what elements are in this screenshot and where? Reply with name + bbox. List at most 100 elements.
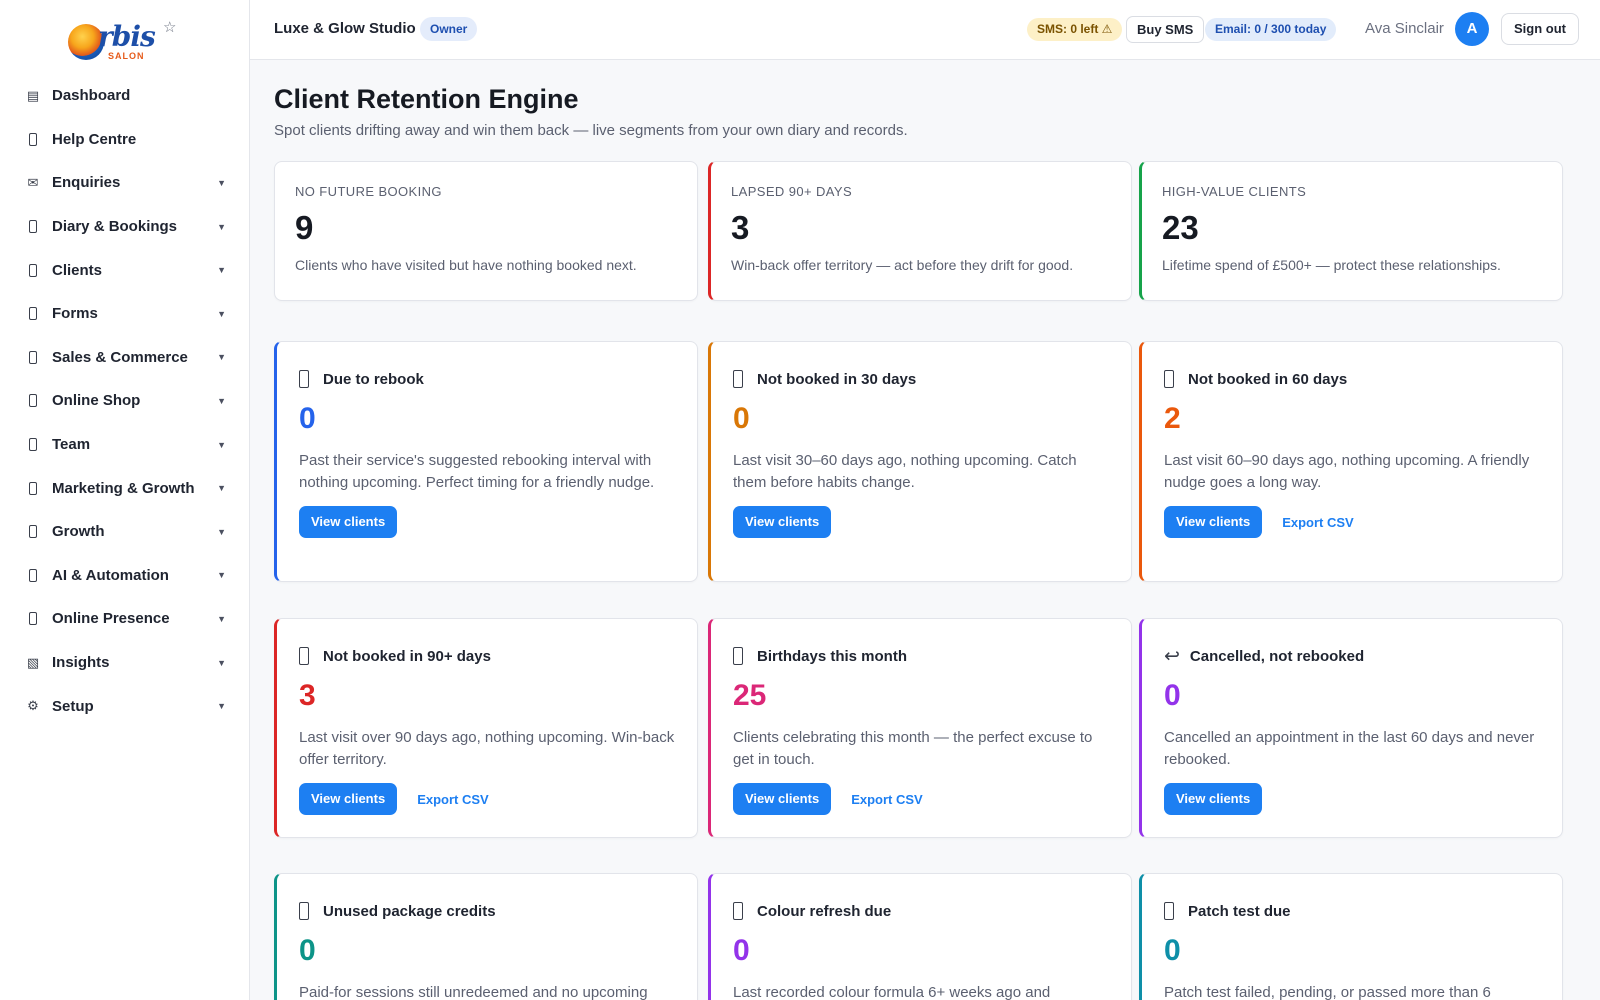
top-bar: Luxe & Glow Studio Owner SMS: 0 left ⚠ B… [250, 0, 1600, 60]
sidebar-item-enquiries[interactable]: ✉ Enquiries ▼ [0, 161, 250, 205]
globe-icon [29, 612, 37, 626]
stat-card: HIGH-VALUE CLIENTS 23 Lifetime spend of £5… [1139, 161, 1563, 301]
sidebar-item-dashboard[interactable]: ▤ Dashboard [0, 74, 250, 118]
orbis-salon-logo[interactable]: rbis SALON ☆ [66, 18, 182, 64]
sidebar-item-team[interactable]: Team ▼ [0, 423, 250, 467]
sidebar-item-insights[interactable]: ▧ Insights ▼ [0, 641, 250, 685]
export-csv-link[interactable]: Export CSV [417, 791, 489, 807]
calendar-icon [29, 220, 37, 234]
segment-title: Not booked in 90+ days [323, 647, 491, 665]
sidebar-item-label: Team [52, 436, 91, 454]
stat-card: NO FUTURE BOOKING 9 Clients who have visit… [274, 161, 698, 301]
view-clients-button[interactable]: View clients [733, 783, 832, 815]
growth-icon [29, 525, 37, 539]
grid-icon: ▤ [26, 87, 40, 103]
logo-subtitle: SALON [108, 51, 145, 61]
sign-out-button[interactable]: Sign out [1501, 13, 1579, 45]
chevron-down-icon[interactable]: ▼ [217, 657, 226, 668]
sidebar-item-ai-and-automation[interactable]: AI & Automation ▼ [0, 554, 250, 598]
marketing-icon [29, 481, 37, 495]
ai-icon [29, 568, 37, 582]
stat-description: Win-back offer territory — act before th… [731, 257, 1074, 273]
studio-name: Luxe & Glow Studio [274, 20, 416, 37]
stat-label: NO FUTURE BOOKING [295, 184, 442, 199]
sidebar-item-label: Sales & Commerce [52, 348, 188, 366]
sidebar-item-label: Diary & Bookings [52, 218, 178, 236]
segment-title: Cancelled, not rebooked [1189, 647, 1365, 665]
sidebar-item-online-presence[interactable]: Online Presence ▼ [0, 597, 250, 641]
segment-card: Not booked in 60 days 2 Last visit 60–90 d… [1139, 341, 1563, 582]
chevron-down-icon[interactable]: ▼ [217, 613, 226, 624]
sidebar-item-label: Help Centre [52, 130, 137, 148]
segment-card: ↩ Cancelled, not rebooked 0 Cancelled an ap… [1139, 618, 1563, 838]
view-clients-button[interactable]: View clients [1164, 506, 1263, 538]
sidebar-item-sales-and-commerce[interactable]: Sales & Commerce ▼ [0, 336, 250, 380]
segment-card: Unused package credits 0 Paid-for sessions… [274, 873, 698, 1000]
help-icon [29, 132, 37, 146]
segment-card: Colour refresh due 0 Last recorded colour … [708, 873, 1132, 1000]
segment-description: Last recorded colour formula 6+ weeks ag… [733, 984, 1051, 1000]
chevron-down-icon[interactable]: ▼ [217, 483, 226, 494]
chevron-down-icon[interactable]: ▼ [217, 265, 226, 276]
gear-icon: ⚙ [27, 698, 39, 714]
email-quota-badge: Email: 0 / 300 today [1205, 18, 1337, 41]
sidebar-item-marketing-and-growth[interactable]: Marketing & Growth ▼ [0, 466, 250, 510]
segment-description: Patch test failed, pending, or passed mo… [1164, 984, 1491, 1000]
segment-description: Last visit 60–90 days ago, nothing upcom… [1164, 452, 1530, 491]
chevron-down-icon[interactable]: ▼ [217, 570, 226, 581]
chevron-down-icon[interactable]: ▼ [217, 221, 226, 232]
sidebar-item-label: Marketing & Growth [52, 479, 195, 497]
segment-count: 0 [1164, 679, 1181, 712]
sidebar-nav: ▤ Dashboard Help Centre ✉ Enquiries ▼ Diary & … [0, 74, 250, 728]
sidebar: rbis SALON ☆ ▤ Dashboard Help Centre ✉ Enqui… [0, 0, 250, 1000]
sidebar-item-diary-and-bookings[interactable]: Diary & Bookings ▼ [0, 205, 250, 249]
segment-description: Clients celebrating this month — the per… [733, 729, 1093, 768]
export-csv-link[interactable]: Export CSV [1282, 514, 1354, 530]
segment-card: Patch test due 0 Patch test failed, pendin… [1139, 873, 1563, 1000]
segment-title: Birthdays this month [757, 647, 908, 665]
segment-description: Paid-for sessions still unredeemed and n… [299, 984, 648, 1000]
chevron-down-icon[interactable]: ▼ [217, 701, 226, 712]
stat-value: 23 [1162, 209, 1199, 246]
chevron-down-icon[interactable]: ▼ [217, 395, 226, 406]
view-clients-button[interactable]: View clients [733, 506, 832, 538]
shop-icon [29, 394, 37, 408]
alert-icon [299, 647, 309, 665]
chart-icon: ▧ [26, 654, 40, 670]
sidebar-item-help-centre[interactable]: Help Centre [0, 118, 250, 162]
export-csv-link[interactable]: Export CSV [851, 791, 923, 807]
flask-icon [1164, 902, 1174, 920]
segment-count: 0 [299, 402, 316, 435]
segment-title: Colour refresh due [757, 902, 892, 920]
segment-card: Birthdays this month 25 Clients celebratin… [708, 618, 1132, 838]
sidebar-item-label: Online Presence [52, 610, 170, 628]
avatar[interactable]: A [1455, 12, 1489, 46]
view-clients-button[interactable]: View clients [299, 506, 398, 538]
sidebar-item-growth[interactable]: Growth ▼ [0, 510, 250, 554]
sidebar-item-forms[interactable]: Forms ▼ [0, 292, 250, 336]
sidebar-item-online-shop[interactable]: Online Shop ▼ [0, 379, 250, 423]
sidebar-item-clients[interactable]: Clients ▼ [0, 248, 250, 292]
hourglass-icon [1164, 370, 1174, 388]
chevron-down-icon[interactable]: ▼ [217, 177, 226, 188]
view-clients-button[interactable]: View clients [1164, 783, 1263, 815]
page-title: Client Retention Engine [274, 84, 579, 114]
segment-title: Unused package credits [323, 902, 496, 920]
chevron-down-icon[interactable]: ▼ [217, 439, 226, 450]
sms-credits-badge: SMS: 0 left ⚠ [1027, 18, 1123, 41]
segment-card: Not booked in 90+ days 3 Last visit over 9… [274, 618, 698, 838]
segment-title: Not booked in 60 days [1188, 370, 1348, 388]
stat-value: 3 [731, 209, 750, 246]
chevron-down-icon[interactable]: ▼ [217, 526, 226, 537]
role-badge: Owner [420, 17, 478, 41]
sidebar-item-label: Insights [52, 654, 110, 672]
chevron-down-icon[interactable]: ▼ [217, 352, 226, 363]
buy-sms-button[interactable]: Buy SMS [1126, 16, 1205, 43]
sidebar-item-setup[interactable]: ⚙ Setup ▼ [0, 684, 250, 728]
view-clients-button[interactable]: View clients [299, 783, 398, 815]
segment-card: Not booked in 30 days 0 Last visit 30–60 d… [708, 341, 1132, 582]
segment-count: 25 [733, 679, 767, 712]
sidebar-item-label: Dashboard [52, 87, 131, 105]
chevron-down-icon[interactable]: ▼ [217, 308, 226, 319]
stat-label: HIGH-VALUE CLIENTS [1162, 184, 1307, 199]
